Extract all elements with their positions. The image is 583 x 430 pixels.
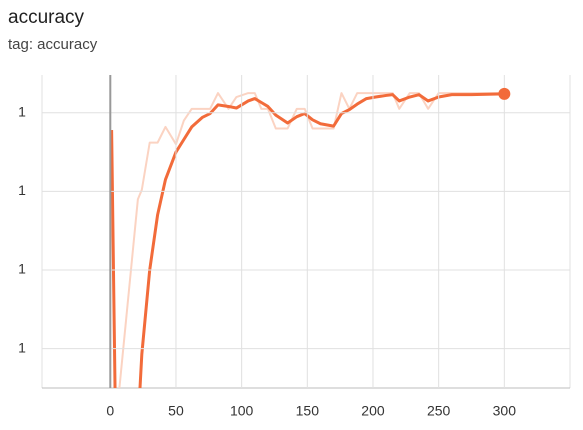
y-tick-label: 1 bbox=[18, 103, 26, 119]
y-tick-label: 1 bbox=[18, 339, 26, 355]
y-tick-label: 1 bbox=[18, 261, 26, 277]
x-tick-label: 50 bbox=[168, 403, 184, 419]
last-point bbox=[498, 87, 511, 100]
x-tick-label: 200 bbox=[361, 403, 385, 419]
x-tick-label: 150 bbox=[296, 403, 320, 419]
plot-area bbox=[110, 92, 505, 388]
chart-title: accuracy bbox=[8, 7, 85, 28]
x-tick-label: 0 bbox=[106, 403, 114, 419]
y-tick-label: 1 bbox=[18, 182, 26, 198]
x-tick-label: 100 bbox=[230, 403, 254, 419]
series-line bbox=[110, 92, 505, 388]
x-tick-label: 250 bbox=[427, 403, 451, 419]
x-tick-label: 300 bbox=[493, 403, 517, 419]
chart-subtitle: tag: accuracy bbox=[8, 36, 98, 53]
series-line bbox=[118, 92, 505, 388]
